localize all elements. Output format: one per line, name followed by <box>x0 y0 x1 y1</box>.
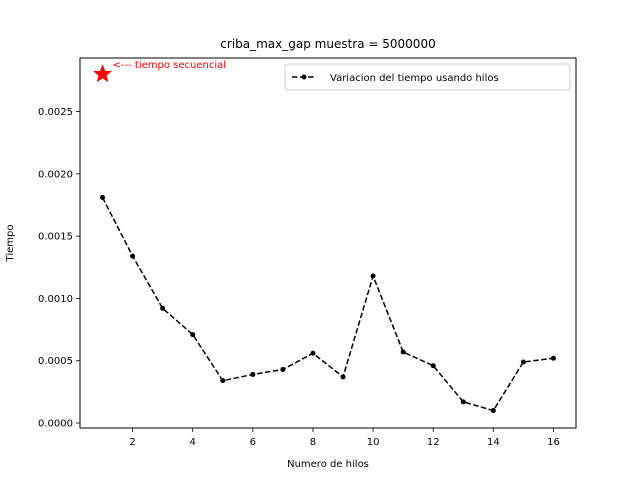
x-tick-label: 8 <box>310 437 316 448</box>
data-point <box>550 355 556 361</box>
sequential-time-annotation: <--- tiempo secuencial <box>93 60 227 83</box>
data-point <box>430 363 436 369</box>
x-tick-label: 16 <box>547 437 560 448</box>
x-axis-label: Numero de hilos <box>287 459 369 470</box>
data-point <box>160 305 166 311</box>
y-tick-label: 0.0020 <box>38 169 73 180</box>
y-tick-label: 0.0015 <box>38 232 73 243</box>
chart-title: criba_max_gap muestra = 5000000 <box>220 37 435 51</box>
legend: Variacion del tiempo usando hilos <box>284 63 571 91</box>
data-point <box>100 195 106 201</box>
data-point <box>400 349 406 355</box>
x-tick-label: 2 <box>129 437 135 448</box>
plot-area <box>100 195 556 414</box>
x-tick-label: 4 <box>190 437 196 448</box>
data-point <box>340 374 346 380</box>
data-point <box>310 350 316 356</box>
sequential-time-star-marker <box>93 64 113 83</box>
legend-marker <box>301 74 307 80</box>
x-tick-label: 10 <box>367 437 380 448</box>
y-tick-label: 0.0010 <box>38 294 73 305</box>
legend-label: Variacion del tiempo usando hilos <box>330 73 499 84</box>
data-point <box>250 371 256 377</box>
y-axis: 0.0000 0.0005 0.0010 0.0015 0.0020 0.0025 <box>38 107 80 430</box>
data-point <box>130 253 136 259</box>
legend-box <box>284 63 571 91</box>
data-point <box>280 366 286 372</box>
x-tick-label: 6 <box>250 437 256 448</box>
x-tick-label: 12 <box>427 437 440 448</box>
y-axis-label: Tiempo <box>5 225 16 263</box>
data-point <box>490 408 496 414</box>
series-line <box>101 197 554 412</box>
x-tick-label: 14 <box>487 437 500 448</box>
data-point <box>370 273 376 279</box>
data-point <box>190 332 196 338</box>
y-tick-label: 0.0005 <box>38 356 73 367</box>
data-point <box>460 399 466 405</box>
y-tick-label: 0.0025 <box>38 107 73 118</box>
data-point <box>520 359 526 365</box>
data-point <box>220 378 226 384</box>
y-tick-label: 0.0000 <box>38 419 73 430</box>
x-axis: 2 4 6 8 10 12 14 16 <box>129 428 560 448</box>
axes-frame <box>79 57 577 429</box>
sequential-time-label: <--- tiempo secuencial <box>113 60 227 71</box>
